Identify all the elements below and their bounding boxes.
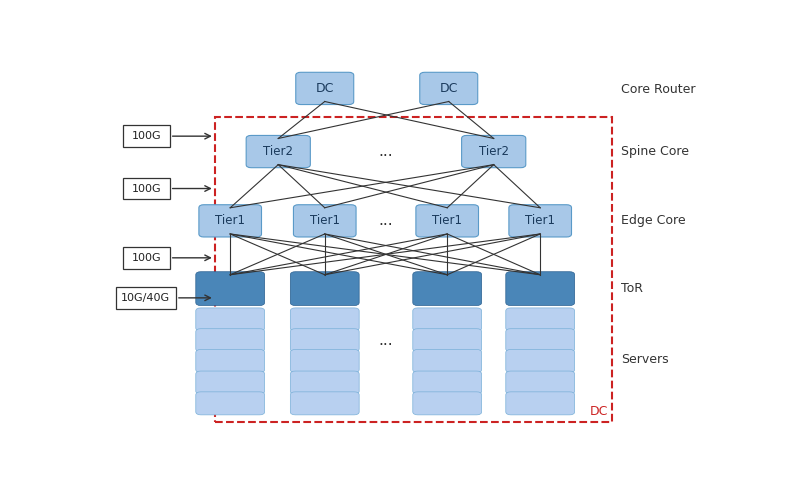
Text: 10G/40G: 10G/40G [121, 293, 170, 303]
Text: ToR: ToR [621, 282, 643, 295]
Text: ...: ... [378, 144, 394, 159]
FancyBboxPatch shape [290, 308, 359, 331]
Text: ...: ... [378, 213, 394, 228]
FancyBboxPatch shape [196, 392, 265, 415]
FancyBboxPatch shape [416, 205, 478, 237]
FancyBboxPatch shape [290, 329, 359, 352]
Bar [115, 287, 176, 309]
Text: Edge Core: Edge Core [621, 214, 686, 227]
FancyBboxPatch shape [290, 371, 359, 394]
Text: 100G: 100G [132, 253, 162, 263]
Text: ...: ... [378, 333, 394, 348]
Text: DC: DC [315, 82, 334, 95]
Text: 100G: 100G [132, 183, 162, 194]
FancyBboxPatch shape [506, 371, 574, 394]
FancyBboxPatch shape [506, 272, 574, 306]
FancyBboxPatch shape [246, 136, 310, 168]
FancyBboxPatch shape [420, 72, 478, 105]
FancyBboxPatch shape [506, 350, 574, 373]
Bar [123, 178, 170, 199]
Text: Spine Core: Spine Core [621, 145, 689, 158]
FancyBboxPatch shape [196, 350, 265, 373]
Text: DC: DC [590, 405, 608, 419]
FancyBboxPatch shape [290, 272, 359, 306]
Text: Tier2: Tier2 [478, 145, 509, 158]
Text: DC: DC [439, 82, 458, 95]
FancyBboxPatch shape [196, 272, 265, 306]
Text: 100G: 100G [132, 131, 162, 141]
FancyBboxPatch shape [413, 350, 482, 373]
FancyBboxPatch shape [413, 308, 482, 331]
Text: Tier2: Tier2 [263, 145, 294, 158]
FancyBboxPatch shape [296, 72, 354, 105]
FancyBboxPatch shape [199, 205, 262, 237]
FancyBboxPatch shape [509, 205, 571, 237]
FancyBboxPatch shape [196, 371, 265, 394]
Text: Tier1: Tier1 [526, 214, 555, 227]
FancyBboxPatch shape [196, 308, 265, 331]
FancyBboxPatch shape [506, 308, 574, 331]
Bar [214, 117, 611, 422]
Bar [123, 247, 170, 269]
FancyBboxPatch shape [290, 350, 359, 373]
FancyBboxPatch shape [290, 392, 359, 415]
Text: Tier1: Tier1 [215, 214, 245, 227]
FancyBboxPatch shape [462, 136, 526, 168]
Text: Tier1: Tier1 [432, 214, 462, 227]
Bar [123, 125, 170, 147]
FancyBboxPatch shape [413, 371, 482, 394]
FancyBboxPatch shape [413, 272, 482, 306]
FancyBboxPatch shape [294, 205, 356, 237]
FancyBboxPatch shape [506, 392, 574, 415]
FancyBboxPatch shape [413, 329, 482, 352]
Text: Servers: Servers [621, 353, 669, 366]
FancyBboxPatch shape [506, 329, 574, 352]
FancyBboxPatch shape [413, 392, 482, 415]
Text: Core Router: Core Router [621, 83, 695, 97]
Text: Tier1: Tier1 [310, 214, 340, 227]
FancyBboxPatch shape [196, 329, 265, 352]
